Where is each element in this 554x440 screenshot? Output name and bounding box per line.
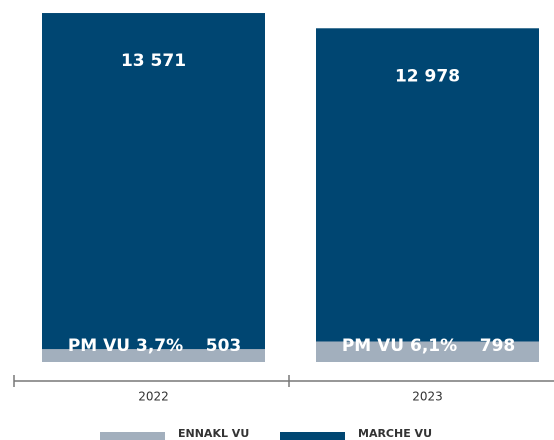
x-tick-label: 2022 — [138, 390, 169, 404]
value-label: 798 — [480, 336, 516, 356]
bar-ennakl — [316, 341, 539, 362]
value-label: 503 — [206, 336, 242, 356]
share-label: PM VU 6,1% — [342, 336, 457, 356]
bar-market — [316, 28, 539, 363]
value-label: 12 978 — [395, 66, 460, 86]
legend-swatch — [100, 432, 165, 440]
bar-ennakl — [42, 349, 265, 362]
value-label: 13 571 — [121, 51, 186, 71]
x-tick-label: 2023 — [412, 390, 443, 404]
legend-label: MARCHE VU — [358, 427, 432, 440]
legend-swatch — [280, 432, 345, 440]
share-label: PM VU 3,7% — [68, 336, 183, 356]
bar-market — [42, 13, 265, 362]
legend-label: ENNAKL VU — [178, 427, 249, 440]
